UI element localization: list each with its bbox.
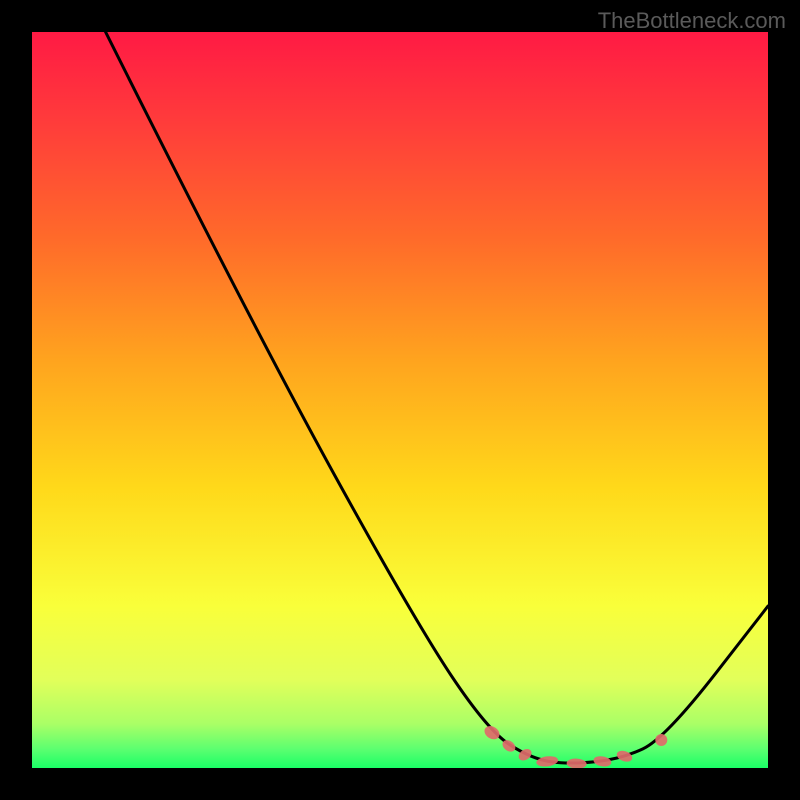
bottleneck-chart bbox=[0, 0, 800, 800]
gradient-background bbox=[32, 32, 768, 768]
watermark-text: TheBottleneck.com bbox=[598, 8, 786, 34]
highlight-marker bbox=[655, 734, 667, 746]
chart-svg bbox=[0, 0, 800, 800]
